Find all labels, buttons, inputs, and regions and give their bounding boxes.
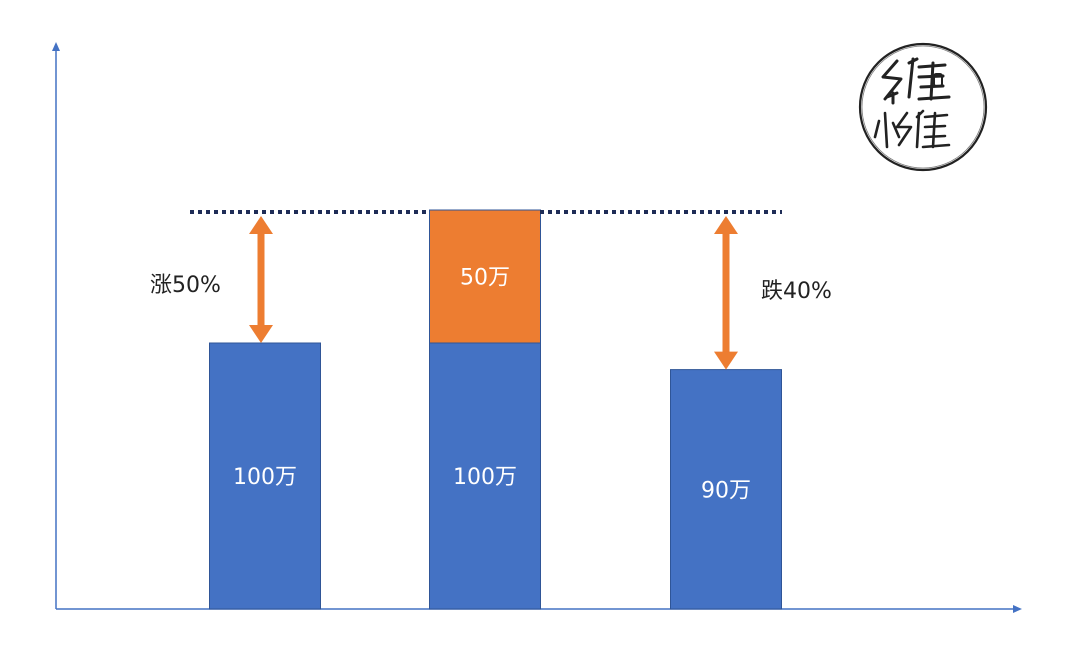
bar-2-segment-0-label: 90万 — [701, 478, 751, 503]
bar-1-segment-1 — [429, 209, 541, 344]
annotation-arrow-1 — [714, 216, 738, 370]
annotation-label-0: 涨50% — [150, 273, 221, 298]
bar-0-segment-0 — [209, 342, 321, 610]
bar-0-segment-0-label: 100万 — [233, 465, 297, 490]
bar-2-segment-0 — [670, 369, 782, 610]
annotation-label-1: 跌40% — [761, 279, 832, 304]
bar-1-segment-0-label: 100万 — [453, 465, 517, 490]
bars-layer: 100万 100万 50万 90万 — [209, 209, 782, 610]
annotation-layer: 涨50% 跌40% — [150, 216, 832, 370]
annotation-arrow-0 — [249, 216, 273, 343]
bar-1-segment-1-label: 50万 — [460, 266, 510, 291]
signature-seal-icon: 小维 — [858, 42, 988, 172]
